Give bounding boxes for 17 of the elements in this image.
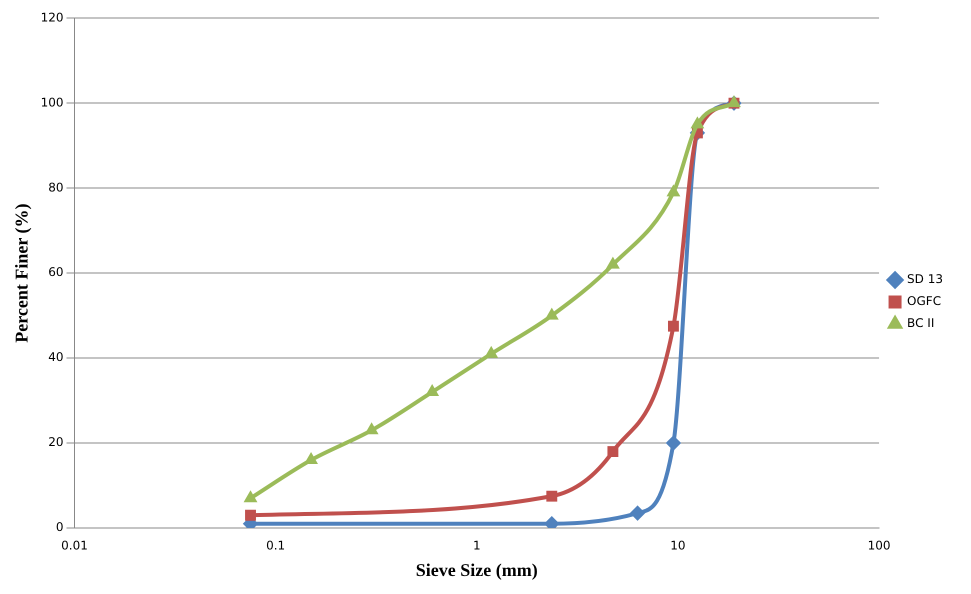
y-tick-label: 120 [40,10,64,24]
legend-label: OGFC [907,294,942,308]
y-tick-label: 80 [48,180,64,194]
x-tick-label: 0.01 [61,538,88,552]
legend-label: BC II [907,316,934,330]
y-axis-title: Percent Finer (%) [11,203,32,343]
legend-label: SD 13 [907,272,944,286]
x-tick-label: 100 [868,538,891,552]
x-tick-label: 0.1 [266,538,286,552]
x-tick-label: 1 [472,538,481,552]
y-tick-label: 20 [48,435,64,450]
y-tick-label: 40 [48,350,64,364]
y-tick-label: 60 [48,265,64,280]
x-tick-label: 10 [670,538,686,552]
y-tick-label: 0 [56,520,64,534]
y-tick-label: 100 [40,95,64,110]
x-axis-title: Sieve Size (mm) [416,560,538,580]
